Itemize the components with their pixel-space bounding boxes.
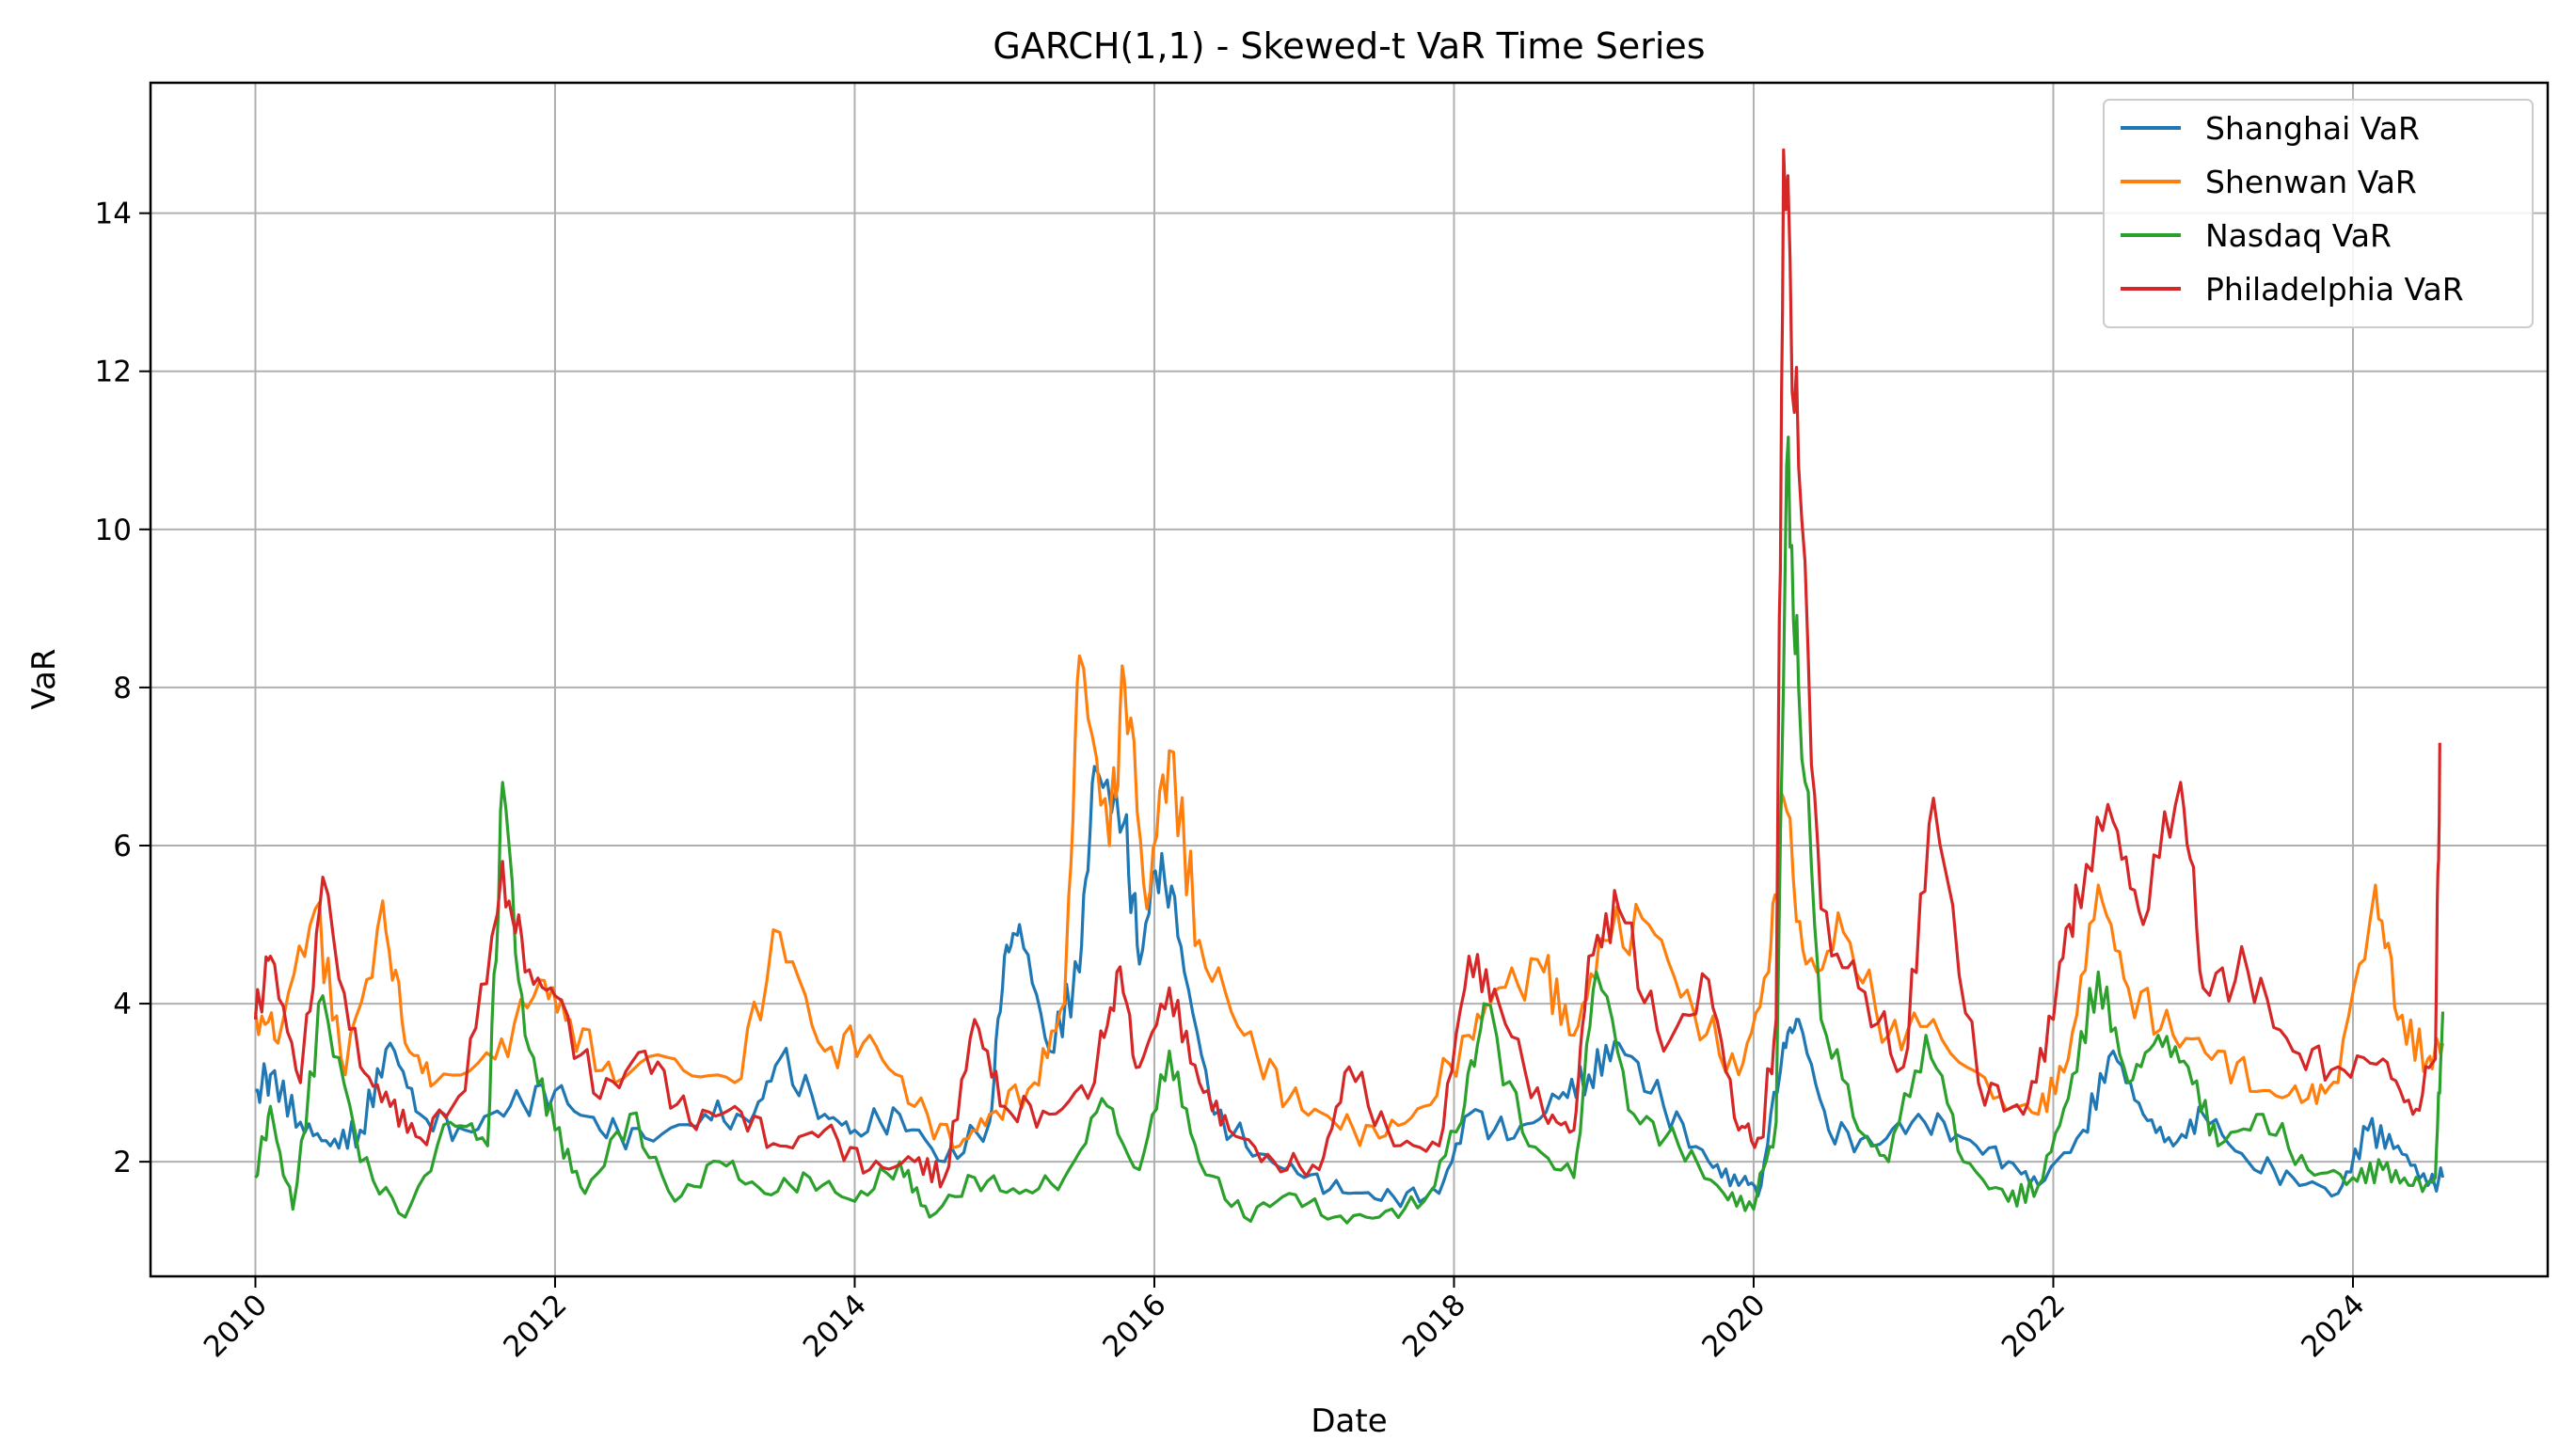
legend-label: Nasdaq VaR [2205, 217, 2392, 254]
y-tick-label: 14 [95, 198, 132, 231]
y-tick-label: 12 [95, 356, 132, 389]
plot-frame [149, 81, 2550, 1278]
y-tick-label: 10 [95, 514, 132, 547]
x-axis-label: Date [1311, 1402, 1387, 1440]
y-tick-label: 4 [113, 988, 132, 1021]
legend-label: Philadelphia VaR [2205, 271, 2464, 308]
legend: Shanghai VaR Shenwan VaR Nasdaq VaR Philade… [2103, 99, 2534, 328]
legend-label: Shenwan VaR [2205, 164, 2417, 200]
legend-box [2103, 99, 2534, 328]
y-tick-label: 2 [113, 1146, 132, 1179]
y-axis-label: VaR [25, 648, 63, 709]
y-tick-label: 6 [113, 830, 132, 863]
y-tick-label: 8 [113, 672, 132, 705]
series-line [253, 148, 2441, 1189]
series-line [254, 435, 2445, 1225]
legend-label: Shanghai VaR [2205, 110, 2420, 147]
chart-title: GARCH(1,1) - Skewed-t VaR Time Series [993, 25, 1705, 67]
series-lines [253, 148, 2445, 1225]
series-line [253, 654, 2445, 1149]
